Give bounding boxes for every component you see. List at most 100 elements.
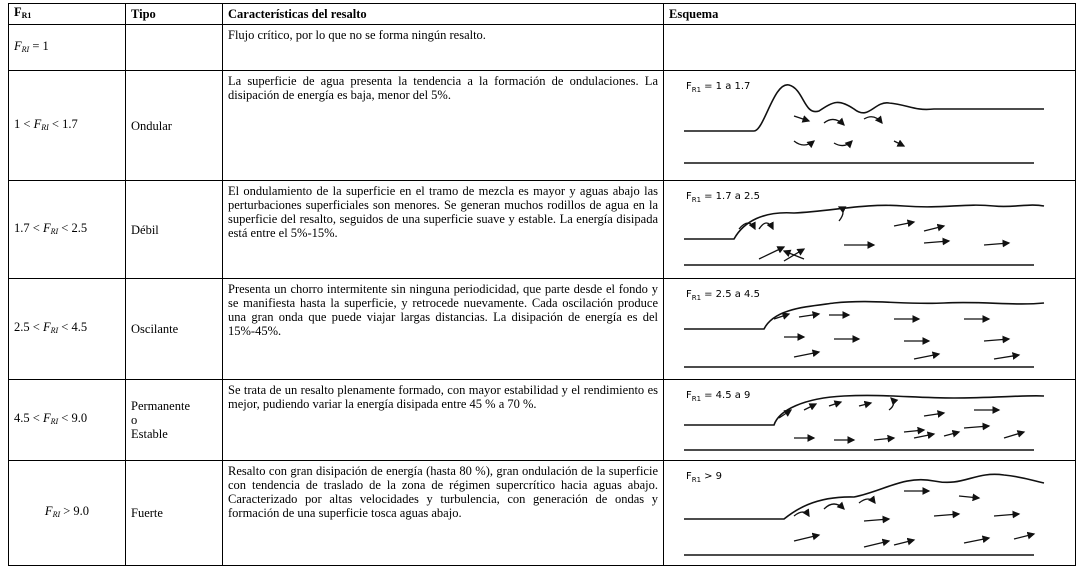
- flow-arrow: [963, 422, 991, 431]
- symbol: F: [42, 220, 51, 235]
- table-row: FRI = 1 Flujo crítico, por lo que no se f…: [8, 24, 1076, 71]
- table-row: 1 < FRI < 1.7 Ondular La superficie de agu…: [8, 70, 1076, 181]
- type-cell: Permanente o Estable: [125, 379, 223, 461]
- lower-bound: 4.5 <: [14, 411, 40, 425]
- sketch-label: FR1 = 1 a 1.7: [686, 81, 750, 94]
- header-cell: Características del resalto: [222, 3, 664, 25]
- flow-arrow: [993, 352, 1021, 360]
- subscript: RI: [52, 510, 61, 519]
- water-surface: [684, 204, 1045, 240]
- type-text: Estable: [131, 427, 168, 441]
- type-text: Ondular: [131, 118, 172, 133]
- flow-arrow: [943, 429, 961, 438]
- symbol: F: [42, 320, 51, 334]
- upper-bound: < 2.5: [61, 220, 88, 235]
- symbol: F: [42, 411, 51, 425]
- label-text: = 4.5 a 9: [704, 390, 750, 401]
- flow-arrow: [793, 508, 810, 518]
- froude-cell: 1.7 < FRI < 2.5: [8, 180, 126, 279]
- jump-sketch: FR1 = 1 a 1.7: [684, 81, 1044, 164]
- upper-bound: = 1: [32, 38, 49, 53]
- symbol: F: [686, 471, 692, 482]
- label-text: = 1 a 1.7: [704, 81, 750, 92]
- flow-arrow: [803, 403, 818, 411]
- water-surface: [684, 84, 1044, 132]
- description-cell: El ondulamiento de la superficie en el t…: [222, 180, 664, 279]
- description-cell: Se trata de un resalto plenamente formad…: [222, 379, 664, 461]
- water-surface: [684, 473, 1045, 520]
- type-text: Permanente: [131, 399, 191, 413]
- symbol: F: [14, 38, 22, 53]
- flow-arrow: [903, 426, 926, 435]
- flow-arrow: [782, 249, 805, 260]
- upper-bound: < 1.7: [51, 116, 78, 131]
- jump-sketch: FR1 = 4.5 a 9: [684, 390, 1045, 451]
- flow-arrow: [863, 538, 891, 548]
- type-text: Oscilante: [131, 322, 179, 336]
- flow-arrow: [993, 510, 1021, 519]
- upper-bound: < 9.0: [61, 411, 88, 425]
- flow-arrow: [758, 246, 786, 260]
- flow-arrow: [828, 400, 843, 408]
- sketch-cell: FR1 > 9: [663, 460, 1076, 566]
- label-text: = 1.7 a 2.5: [704, 191, 760, 202]
- subscript: R1: [692, 196, 701, 204]
- sketch-cell: FR1 = 2.5 a 4.5: [663, 278, 1076, 380]
- flow-arrow: [983, 239, 1011, 248]
- subscript: RI: [41, 122, 49, 132]
- header-cell: Tipo: [125, 3, 223, 25]
- table-row: 4.5 < FRI < 9.0 Permanente o Estable Se trat…: [8, 379, 1076, 461]
- table-row: 2.5 < FRI < 4.5 Oscilante Presenta un chor…: [8, 278, 1076, 380]
- flow-arrow: [823, 117, 845, 126]
- flow-arrow: [1013, 531, 1036, 540]
- subscript: R1: [692, 294, 701, 302]
- flow-arrow: [823, 501, 845, 510]
- lower-bound: 1.7 <: [14, 220, 40, 235]
- type-cell: Fuerte: [125, 460, 223, 566]
- table-row: FRI > 9.0 Fuerte Resalto con gran disipaci…: [8, 460, 1076, 566]
- symbol: F: [686, 289, 692, 300]
- description-cell: Presenta un chorro intermitente sin ning…: [222, 278, 664, 380]
- label-text: = 2.5 a 4.5: [704, 289, 760, 300]
- upper-bound: > 9.0: [63, 504, 90, 518]
- jump-sketch: FR1 > 9: [684, 471, 1045, 556]
- flow-arrow: [913, 431, 936, 440]
- flow-arrow: [893, 139, 906, 147]
- type-cell: [125, 24, 223, 71]
- upper-bound: < 4.5: [61, 320, 88, 334]
- subscript: RI: [21, 44, 30, 54]
- flow-arrow: [958, 493, 981, 502]
- flow-arrow: [793, 349, 821, 358]
- header-cell: FR1: [8, 3, 126, 25]
- symbol: F: [686, 191, 692, 202]
- flow-arrow: [778, 409, 793, 419]
- flow-arrow: [923, 237, 951, 246]
- symbol: F: [33, 116, 42, 131]
- header-row: FR1 Tipo Características del resalto Esq…: [8, 3, 1076, 25]
- subscript: RI: [50, 326, 59, 335]
- flow-arrow: [738, 221, 756, 231]
- label-text: > 9: [704, 471, 722, 482]
- flow-arrow: [837, 206, 847, 222]
- flow-arrow: [858, 495, 876, 505]
- type-text: o: [131, 413, 138, 427]
- lower-bound: 1 <: [14, 116, 31, 131]
- flow-arrow: [793, 115, 811, 123]
- flow-arrow: [758, 221, 774, 231]
- description-cell: La superficie de agua presenta la tenden…: [222, 70, 664, 181]
- flow-arrow: [773, 312, 791, 320]
- symbol: F: [44, 504, 53, 518]
- flow-arrow: [893, 537, 916, 546]
- flow-arrow: [793, 140, 816, 149]
- subscript: R1: [692, 395, 701, 403]
- flow-arrow: [863, 515, 891, 524]
- flow-arrow: [888, 397, 899, 411]
- description-cell: Resalto con gran disipación de energía (…: [222, 460, 664, 566]
- symbol: F: [14, 5, 22, 19]
- water-surface: [684, 300, 1045, 330]
- subscript: RI: [50, 417, 59, 426]
- header-cell: Esquema: [663, 3, 1076, 25]
- type-cell: Ondular: [125, 70, 223, 181]
- subscript: R1: [21, 11, 32, 20]
